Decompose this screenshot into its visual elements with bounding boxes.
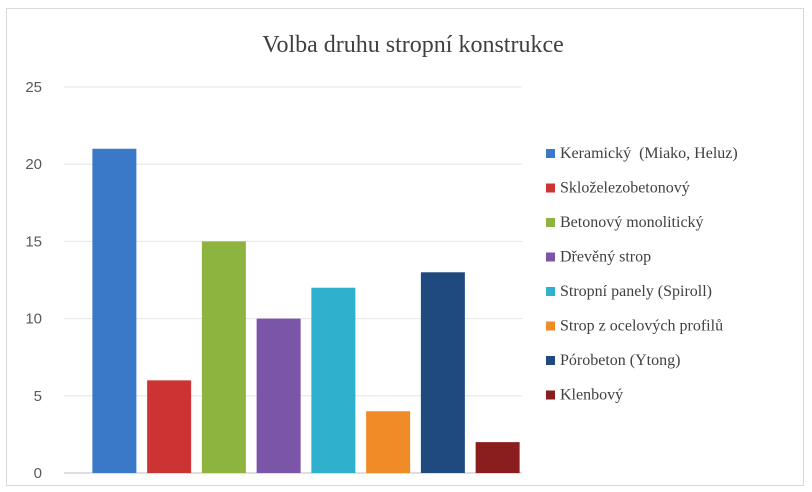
bar <box>366 411 411 473</box>
legend-label: Skloželezobetonový <box>560 180 690 197</box>
bar <box>475 442 520 473</box>
bar <box>201 241 246 473</box>
legend-swatch <box>546 356 555 365</box>
legend-swatch <box>546 218 555 227</box>
chart-frame <box>6 8 804 486</box>
y-tick-label: 25 <box>25 79 42 96</box>
y-axis-ticks: 0 5 10 15 20 25 <box>25 79 42 482</box>
legend-swatch <box>546 252 555 262</box>
legend-swatch <box>546 149 555 158</box>
bar <box>256 318 301 473</box>
legend-label: Pórobeton (Ytong) <box>560 352 680 369</box>
bar <box>420 272 465 473</box>
y-tick-label: 15 <box>25 233 42 250</box>
legend-label: Betonový monolitický <box>560 214 704 231</box>
legend-label: Dřevěný strop <box>560 249 651 266</box>
legend-label: Strop z ocelových profilů <box>560 318 723 335</box>
y-tick-label: 20 <box>25 156 42 173</box>
bar <box>147 380 192 473</box>
legend-swatch <box>546 321 555 331</box>
legend-label: Keramický (Miako, Heluz) <box>560 145 738 162</box>
legend-swatch <box>546 390 555 400</box>
legend-label: Klenbový <box>560 387 623 404</box>
legend-swatch <box>546 287 555 296</box>
bar <box>92 148 137 473</box>
legend-swatch <box>546 183 555 193</box>
bars <box>92 148 520 473</box>
bar <box>311 287 356 473</box>
y-tick-label: 0 <box>34 465 42 482</box>
y-tick-label: 10 <box>25 311 42 328</box>
y-tick-label: 5 <box>34 388 42 405</box>
legend: Keramický (Miako, Heluz) Skloželezobetono… <box>546 145 738 404</box>
legend-label: Stropní panely (Spiroll) <box>560 283 712 300</box>
chart-title: Volba druhu stropní konstrukce <box>262 32 564 58</box>
